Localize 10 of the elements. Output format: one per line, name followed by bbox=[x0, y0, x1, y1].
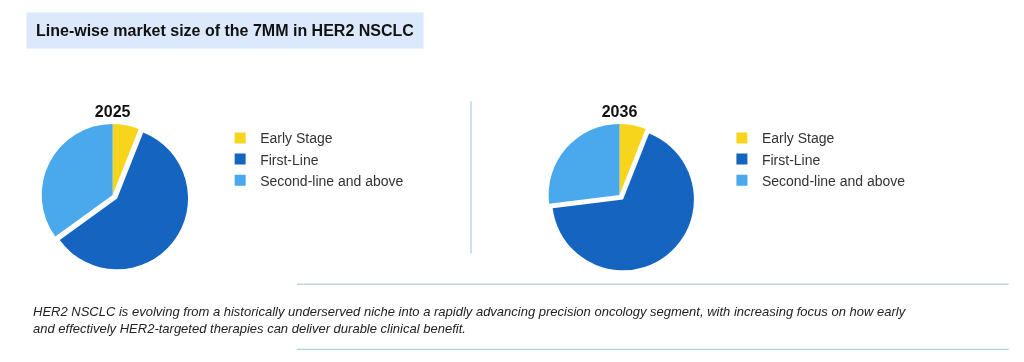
legend-label: Early Stage bbox=[260, 130, 333, 147]
legend-label: Second-line and above bbox=[260, 172, 404, 189]
legend-label: First-Line bbox=[761, 151, 821, 168]
text: Line-wise market size of the 7MM in HER2 NSCLC bbox=[36, 22, 415, 39]
legend-label: First-Line bbox=[260, 151, 319, 168]
chart-title: 2025 bbox=[94, 103, 131, 121]
legend-label: Second-line and above bbox=[761, 172, 906, 189]
legend-label: Early Stage bbox=[761, 130, 835, 147]
chart-title: 2036 bbox=[601, 103, 638, 121]
text: HER2 NSCLC is evolving from a historically underserved niche into a rapidly advancing precision oncology segment, with increasing focus on how early and effectively HER2-targeted therapies can deliver durable clinical benefit. bbox=[33, 304, 907, 336]
